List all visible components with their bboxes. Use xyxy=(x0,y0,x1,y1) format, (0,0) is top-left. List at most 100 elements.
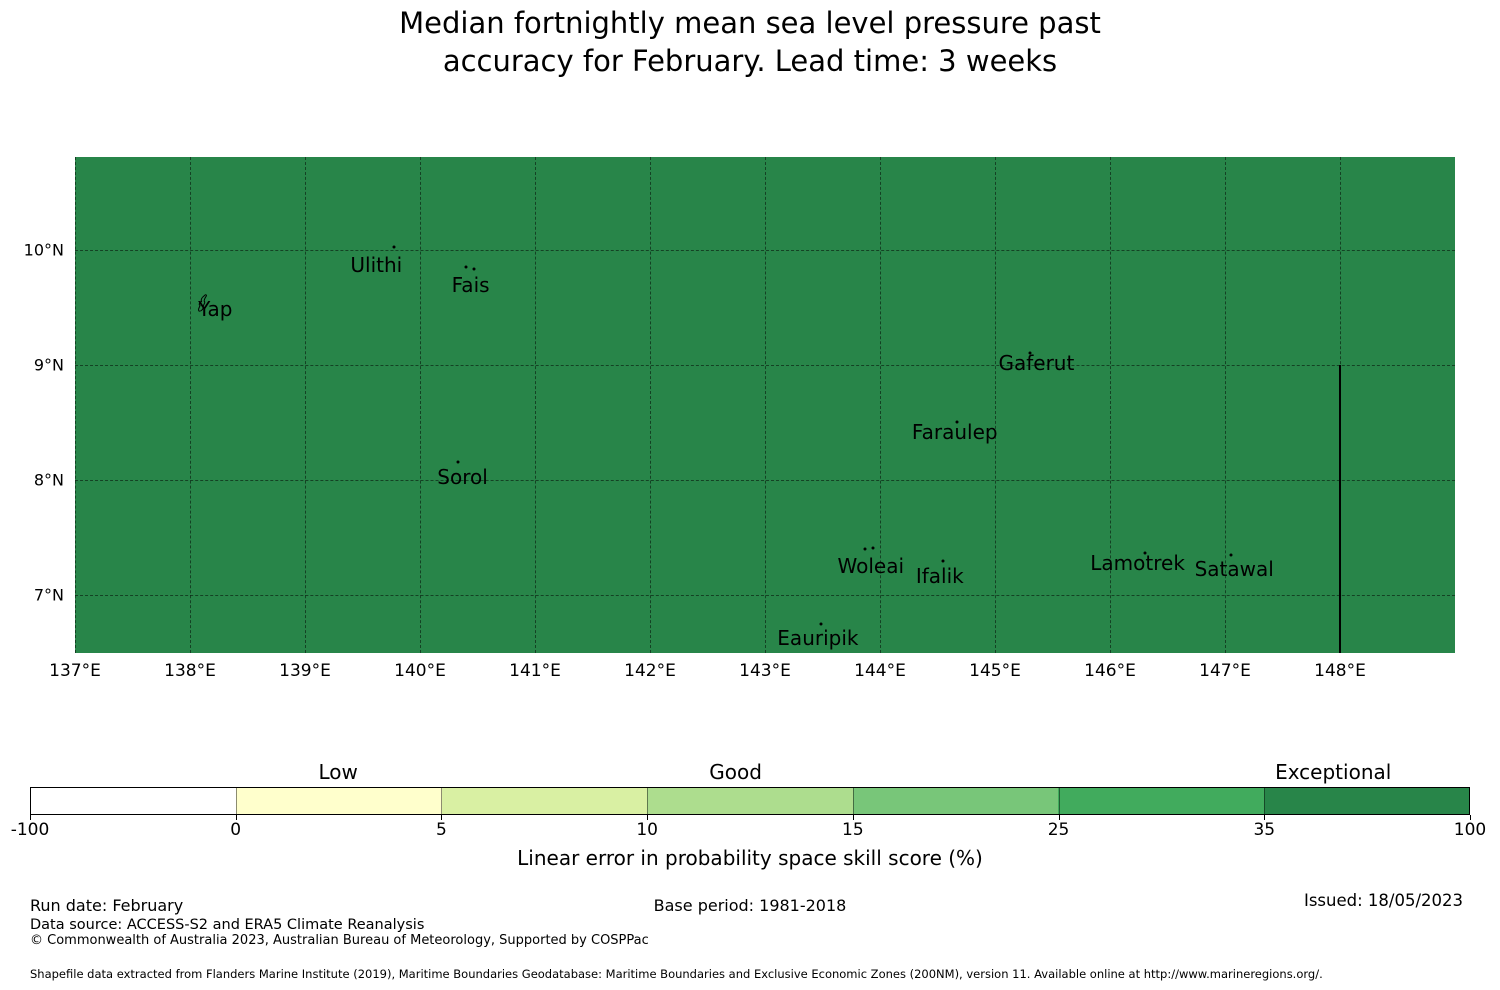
island-dot xyxy=(955,420,959,424)
y-tick-label: 9°N xyxy=(33,355,64,375)
colorbar-segment-separator xyxy=(852,787,854,815)
gridline-meridian xyxy=(305,157,306,653)
y-tick-label: 7°N xyxy=(33,585,64,605)
y-tick-label: 8°N xyxy=(33,470,64,490)
x-tick-label: 143°E xyxy=(739,661,791,681)
colorbar-tick-label: 5 xyxy=(436,820,447,840)
x-tick-label: 144°E xyxy=(854,661,906,681)
colorbar-segment-separator xyxy=(235,787,237,815)
island-label: Satawal xyxy=(1194,556,1274,581)
colorbar-axis-label: Linear error in probability space skill … xyxy=(517,846,983,870)
island-dot xyxy=(464,265,468,269)
colorbar-tick xyxy=(647,815,649,820)
island-dot xyxy=(1229,553,1233,557)
island-dot xyxy=(472,267,476,271)
colorbar-segment-separator xyxy=(441,787,443,815)
gridline-parallel xyxy=(75,365,1455,367)
gridline-parallel xyxy=(75,480,1455,482)
x-tick-label: 147°E xyxy=(1199,661,1251,681)
island-label: Fais xyxy=(451,272,490,297)
x-tick-label: 145°E xyxy=(969,661,1021,681)
island-dot xyxy=(819,622,823,626)
island-label: Eauripik xyxy=(777,626,859,651)
issued-date-text: Issued: 18/05/2023 xyxy=(1303,891,1463,910)
eez-boundary-line xyxy=(1339,365,1341,653)
gridline-meridian xyxy=(650,157,651,653)
colorbar-tick xyxy=(441,815,443,820)
colorbar-segment-separator xyxy=(1058,787,1060,815)
colorbar-tick xyxy=(235,815,237,820)
copyright-text: © Commonwealth of Australia 2023, Austra… xyxy=(30,933,649,948)
colorbar-segment xyxy=(852,788,1059,814)
colorbar-band-label: Good xyxy=(709,760,762,784)
gridline-meridian xyxy=(1110,157,1111,653)
base-period-text: Base period: 1981-2018 xyxy=(653,896,847,915)
island-dot xyxy=(1143,551,1146,555)
colorbar-tick-label: 35 xyxy=(1253,820,1276,840)
colorbar-segment xyxy=(236,788,442,814)
island-dot xyxy=(941,559,945,563)
gridline-meridian xyxy=(75,157,76,653)
colorbar-tick xyxy=(1470,815,1471,820)
map-canvas: Yap Ulithi Fais Sorol Gaferut Faraulep Woleai I… xyxy=(75,157,1455,653)
island-label: Faraulep xyxy=(911,420,998,445)
gridline-meridian xyxy=(765,157,766,653)
gridline-meridian xyxy=(420,157,421,653)
island-dot xyxy=(871,546,875,550)
x-tick-label: 142°E xyxy=(624,661,676,681)
colorbar-tick-label: 100 xyxy=(1453,820,1487,840)
gridline-parallel xyxy=(75,595,1455,597)
x-tick-label: 137°E xyxy=(49,661,101,681)
colorbar-segment xyxy=(1263,788,1469,814)
colorbar-tick xyxy=(30,815,31,820)
colorbar-segment xyxy=(1058,788,1264,814)
shapefile-attribution-text: Shapefile data extracted from Flanders M… xyxy=(30,967,1323,981)
colorbar-tick xyxy=(1264,815,1266,820)
island-label: Sorol xyxy=(437,464,488,489)
run-date-text: Run date: February xyxy=(30,896,184,915)
island-label: Gaferut xyxy=(998,350,1075,375)
colorbar-tick-label: 25 xyxy=(1047,820,1070,840)
x-tick-label: 148°E xyxy=(1314,661,1366,681)
chart-title: Median fortnightly mean sea level pressu… xyxy=(0,4,1500,80)
x-tick-label: 146°E xyxy=(1084,661,1136,681)
island-dot xyxy=(456,460,460,464)
gridline-parallel xyxy=(75,250,1455,252)
chart-title-line1: Median fortnightly mean sea level pressu… xyxy=(399,6,1101,40)
colorbar-band-label: Low xyxy=(318,760,358,784)
gridline-meridian xyxy=(1225,157,1226,653)
island-label: Lamotrek xyxy=(1090,551,1185,576)
colorbar-segment xyxy=(441,788,648,814)
x-tick-label: 140°E xyxy=(394,661,446,681)
colorbar-tick xyxy=(1058,815,1060,820)
colorbar-segment-separator xyxy=(1264,787,1266,815)
colorbar-tick-label: -100 xyxy=(10,820,50,840)
y-tick-label: 10°N xyxy=(23,240,64,260)
colorbar-segment xyxy=(31,788,237,814)
chart-title-line2: accuracy for February. Lead time: 3 week… xyxy=(442,44,1058,78)
gridline-meridian xyxy=(995,157,996,653)
colorbar-tick xyxy=(852,815,854,820)
island-label: Woleai xyxy=(837,553,905,578)
x-tick-label: 141°E xyxy=(509,661,561,681)
gridline-meridian xyxy=(190,157,191,653)
x-tick-label: 138°E xyxy=(164,661,216,681)
colorbar-segment-separator xyxy=(647,787,649,815)
island-label: Yap xyxy=(198,296,233,321)
island-dot xyxy=(1028,351,1031,355)
colorbar-tick-label: 0 xyxy=(230,820,242,840)
colorbar-tick-label: 10 xyxy=(636,820,658,840)
island-dot xyxy=(863,547,867,551)
island-label: Ulithi xyxy=(350,253,403,278)
gridline-meridian xyxy=(880,157,881,653)
colorbar-segment xyxy=(647,788,853,814)
colorbar xyxy=(30,787,1470,815)
colorbar-band-label: Exceptional xyxy=(1275,760,1392,784)
data-source-text: Data source: ACCESS-S2 and ERA5 Climate … xyxy=(30,917,425,933)
colorbar-tick-label: 15 xyxy=(842,820,864,840)
gridline-meridian xyxy=(535,157,536,653)
yap-island-shape xyxy=(194,291,210,317)
x-tick-label: 139°E xyxy=(279,661,331,681)
island-dot xyxy=(392,245,396,249)
